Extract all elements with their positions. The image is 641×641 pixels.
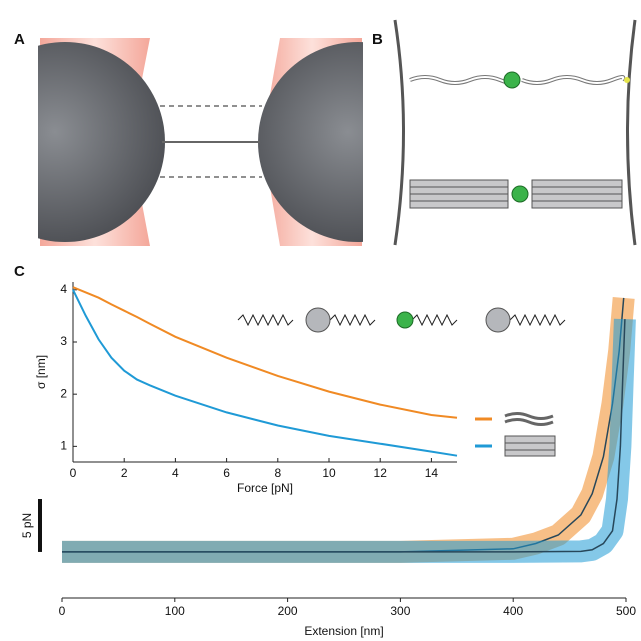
chain-illustration [237, 307, 566, 457]
y-tick-label: 4 [60, 282, 67, 296]
x-tick-label: 4 [172, 466, 179, 480]
x-tick-label: 10 [322, 466, 336, 480]
y-tick-label: 3 [60, 334, 67, 348]
scale-bar-label: 5 pN [20, 513, 34, 538]
x-axis-label: Force [pN] [237, 481, 293, 495]
x-tick-label: 400 [503, 604, 523, 618]
x-tick-label: 8 [274, 466, 281, 480]
x-tick-label: 2 [121, 466, 128, 480]
panel-label: C [14, 263, 25, 280]
x-tick-label: 100 [165, 604, 185, 618]
x-tick-label: 0 [70, 466, 77, 480]
x-tick-label: 200 [278, 604, 298, 618]
trap-diagram [38, 38, 363, 246]
y-axis-label: σ [nm] [34, 355, 48, 389]
x-tick-label: 0 [59, 604, 66, 618]
panel-label: A [14, 31, 25, 48]
x-tick-label: 500 [616, 604, 636, 618]
x-tick-label: 14 [425, 466, 439, 480]
construct-diagram [393, 19, 637, 246]
x-tick-label: 300 [390, 604, 410, 618]
x-tick-label: 6 [223, 466, 230, 480]
panel-label: B [372, 31, 383, 48]
x-tick-label: 12 [374, 466, 388, 480]
series-line [62, 319, 626, 553]
y-tick-label: 1 [60, 439, 67, 453]
x-axis-label: Extension [nm] [304, 624, 383, 638]
series-line [72, 289, 458, 457]
series-line [72, 286, 458, 419]
y-tick-label: 2 [60, 386, 67, 400]
